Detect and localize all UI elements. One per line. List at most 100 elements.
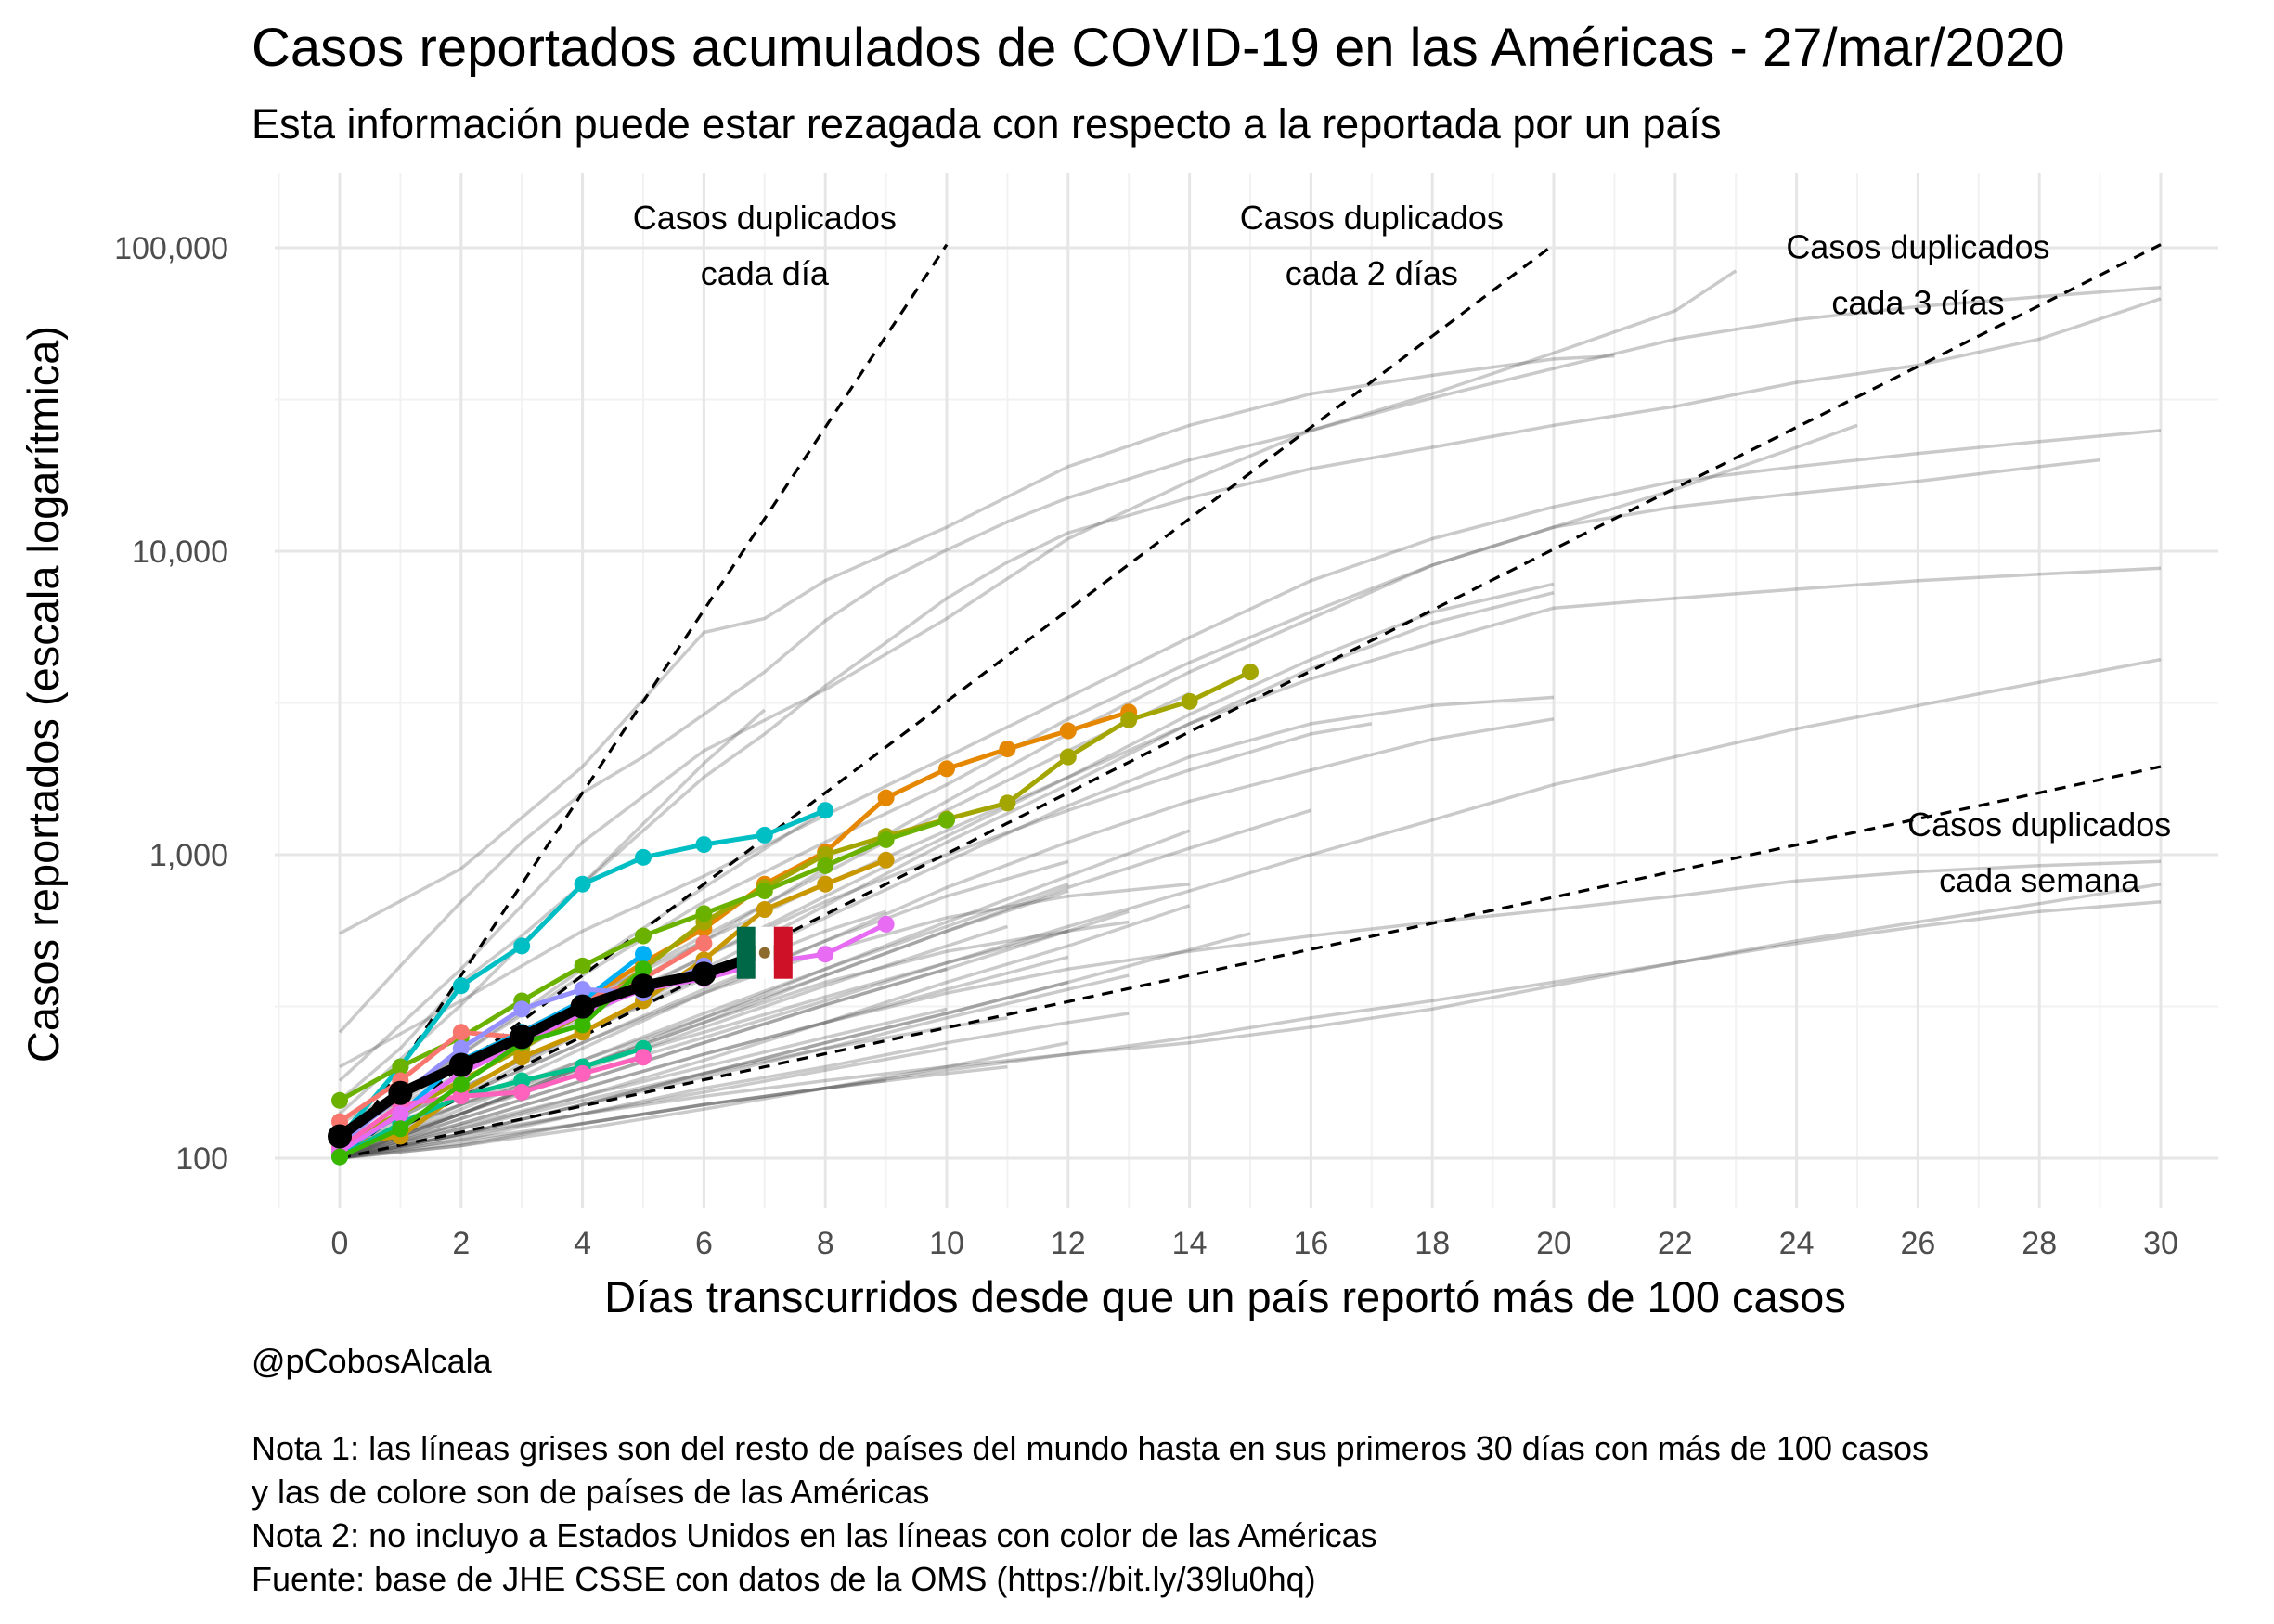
colored-series-point xyxy=(331,1091,348,1109)
colored-series-point xyxy=(574,1016,591,1034)
colored-series-point xyxy=(756,826,773,844)
x-tick-label: 6 xyxy=(695,1226,713,1261)
highlight-series-point xyxy=(328,1124,352,1149)
grid-major xyxy=(275,173,2218,1208)
flag-emblem xyxy=(758,947,770,959)
grey-series-line xyxy=(339,980,1069,1160)
reference-labels-group: Casos duplicados cada día Casos duplicados… xyxy=(633,199,2172,899)
grey-series-line xyxy=(339,429,2162,1069)
colored-series-point xyxy=(756,882,773,899)
colored-series-point xyxy=(452,977,470,995)
colored-series-point xyxy=(817,802,834,819)
colored-series-line xyxy=(339,857,887,1146)
reference-label-line1: Casos duplicados xyxy=(1907,806,2171,844)
y-tick-label: 1,000 xyxy=(149,838,228,873)
grey-series-line xyxy=(338,269,1738,1082)
colored-series-point xyxy=(635,927,652,945)
colored-series-point xyxy=(513,1049,531,1066)
colored-series-point xyxy=(1120,711,1138,728)
colored-series-line xyxy=(338,967,645,1159)
colored-series-point xyxy=(695,934,713,952)
y-tick-label: 100,000 xyxy=(114,231,228,266)
chart-title: Casos reportados acumulados de COVID-19 … xyxy=(252,18,2065,78)
reference-label-line1: Casos duplicados xyxy=(1786,228,2049,266)
colored-series-point xyxy=(392,1120,409,1138)
grey-series-line xyxy=(338,297,2162,1102)
colored-series-point xyxy=(513,1000,531,1018)
colored-series-point xyxy=(695,836,713,854)
grey-series-line xyxy=(339,1040,1069,1160)
grey-series-line xyxy=(339,717,1555,1160)
grey-series-line xyxy=(339,909,1130,1160)
colored-series-point xyxy=(392,1105,409,1123)
x-tick-label: 24 xyxy=(1779,1226,1815,1261)
colored-series-point xyxy=(877,915,895,933)
colored-series-point xyxy=(938,760,955,778)
colored-series-point xyxy=(635,1049,652,1066)
grey-series-line xyxy=(339,859,2162,1160)
reference-line xyxy=(338,243,949,1159)
colored-series-point xyxy=(513,937,531,955)
mexico-flag-icon xyxy=(736,926,793,979)
reference-label-line1: Casos duplicados xyxy=(633,199,897,237)
y-tick-label: 100 xyxy=(175,1141,228,1177)
colored-series-point xyxy=(1181,692,1198,710)
highlight-series-point xyxy=(388,1080,413,1105)
x-tick-label: 28 xyxy=(2022,1226,2057,1261)
chart-subtitle: Esta información puede estar rezagada co… xyxy=(252,100,1722,148)
x-tick-label: 18 xyxy=(1415,1226,1450,1261)
x-tick-label: 16 xyxy=(1293,1226,1328,1261)
colored-series-point xyxy=(452,1088,470,1105)
colored-series-point xyxy=(574,875,591,893)
grey-series-line xyxy=(339,354,1615,935)
reference-label-line1: Casos duplicados xyxy=(1240,199,1504,237)
grey-series-line xyxy=(339,1012,1130,1160)
x-tick-label: 4 xyxy=(574,1226,591,1261)
colored-series-point xyxy=(635,960,652,978)
note-line: y las de colore son de países de las Amé… xyxy=(252,1473,930,1511)
author-handle: @pCobosAlcala xyxy=(252,1342,492,1380)
x-tick-label: 0 xyxy=(331,1226,349,1261)
grey-series-line xyxy=(339,924,1008,1160)
x-tick-label: 26 xyxy=(1900,1226,1935,1261)
colored-series-point xyxy=(817,946,834,963)
colored-series-point xyxy=(331,1148,348,1166)
x-tick-label: 14 xyxy=(1172,1226,1208,1261)
colored-series-point xyxy=(635,946,652,963)
colored-series-point xyxy=(452,1076,470,1093)
reference-label-line2: cada 3 días xyxy=(1831,284,2004,322)
x-tick-label: 22 xyxy=(1658,1226,1693,1261)
colored-series-point xyxy=(999,794,1016,812)
note-line: Nota 1: las líneas grises son del resto … xyxy=(252,1429,1930,1467)
colored-series-point xyxy=(877,851,895,869)
grey-series-line xyxy=(339,883,1069,1160)
x-tick-label: 8 xyxy=(817,1226,834,1261)
colored-series-point xyxy=(513,1072,531,1089)
grey-series-line xyxy=(339,920,1130,1160)
colored-series-point xyxy=(877,831,895,848)
colored-series-point xyxy=(1059,722,1077,740)
colored-series-point xyxy=(1059,748,1077,766)
highlight-series-point xyxy=(631,973,655,999)
colored-series-point xyxy=(1242,664,1259,681)
colored-series-point xyxy=(574,957,591,974)
x-tick-label: 30 xyxy=(2143,1226,2178,1261)
y-tick-label: 10,000 xyxy=(132,535,228,570)
grey-series-line xyxy=(338,286,2162,1034)
colored-series-point xyxy=(695,905,713,922)
grey-series-line xyxy=(339,829,1191,1160)
grid-minor xyxy=(275,173,2218,1208)
grey-series-line xyxy=(339,932,1251,1160)
reference-label-line2: cada día xyxy=(701,254,830,292)
colored-series-point xyxy=(574,981,591,999)
colored-series-line xyxy=(338,1046,644,1159)
colored-series-point xyxy=(452,1039,470,1057)
colored-series-point xyxy=(999,741,1016,758)
x-tick-label: 10 xyxy=(929,1226,964,1261)
grey-series-line xyxy=(339,955,1069,1160)
reference-label-line2: cada semana xyxy=(1939,861,2140,899)
grey-series-line xyxy=(339,1007,948,1160)
grey-series-line xyxy=(339,1016,1008,1160)
source-line: Fuente: base de JHE CSSE con datos de la… xyxy=(252,1560,1316,1598)
x-tick-label: 12 xyxy=(1051,1226,1086,1261)
